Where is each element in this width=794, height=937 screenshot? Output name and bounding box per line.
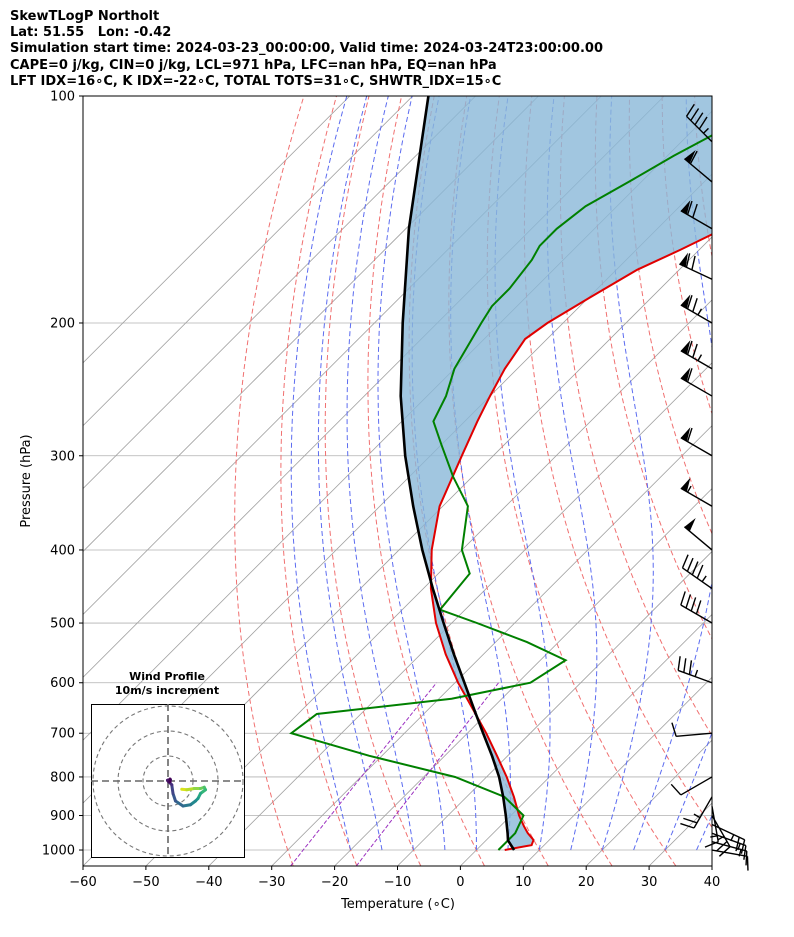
wind-barbs — [670, 103, 749, 871]
parcel-line — [399, 96, 516, 851]
isotherm-line — [83, 96, 413, 427]
y-tick-label: 600 — [50, 676, 75, 691]
dry-adiabat-line — [760, 96, 794, 866]
y-tick-label: 1000 — [42, 844, 75, 859]
dry-adiabat-line — [367, 96, 485, 866]
x-tick-label: 40 — [704, 875, 721, 890]
x-tick-label: 30 — [641, 875, 658, 890]
wind-barb — [680, 367, 713, 397]
moist-adiabat-line — [290, 96, 352, 851]
wind-barb — [677, 656, 713, 684]
isotherm-line — [83, 96, 351, 364]
dewpoint-line — [289, 134, 712, 851]
moist-adiabat-line — [728, 96, 794, 850]
wind-barb — [680, 796, 713, 829]
moist-adiabat-line — [377, 96, 446, 851]
indices-text: LFT IDX=16∘C, K IDX=-22∘C, TOTAL TOTS=31… — [10, 74, 502, 89]
cin-shading — [400, 96, 712, 850]
wind-barb — [704, 806, 719, 848]
hodograph-title-text: Wind Profile — [129, 670, 205, 683]
moist-adiabat-line — [546, 96, 598, 851]
dry-adiabat-line — [234, 96, 305, 866]
wind-barb — [711, 849, 749, 871]
dry-adiabat-line — [661, 96, 712, 416]
wind-barb — [680, 591, 713, 624]
isotherm-line — [334, 488, 712, 866]
y-tick-label: 400 — [50, 543, 75, 558]
wind-barb — [711, 823, 746, 854]
dry-adiabat-line — [280, 96, 358, 866]
hodograph-segment — [174, 799, 185, 808]
x-axis-label: Temperature (∘C) — [340, 897, 455, 912]
moist-adiabat-line — [346, 96, 414, 851]
x-tick-label: −60 — [69, 875, 96, 890]
y-tick-label: 700 — [50, 727, 75, 742]
x-tick-label: 20 — [578, 875, 595, 890]
isotherm-line — [711, 865, 712, 866]
cape-text: CAPE=0 j/kg, CIN=0 j/kg, LCL=971 hPa, LF… — [10, 58, 497, 73]
x-tick-label: −50 — [132, 875, 159, 890]
wind-barb — [680, 427, 713, 457]
y-tick-label: 300 — [50, 449, 75, 464]
isotherm-line — [523, 676, 712, 866]
mixing-ratio-line — [290, 682, 437, 866]
x-tick-label: 0 — [456, 875, 464, 890]
dry-adiabat-line — [324, 96, 422, 866]
x-tick-label: −40 — [195, 875, 222, 890]
hodograph-subtitle-text: 10m/s increment — [114, 684, 220, 697]
wind-barb — [680, 340, 713, 370]
mixing-ratio-line — [355, 682, 499, 866]
x-tick-label: −30 — [258, 875, 285, 890]
wind-barb — [680, 294, 713, 324]
hodograph-title: Wind Profile 10m/s increment — [90, 670, 244, 698]
wind-barb — [670, 776, 713, 796]
moist-adiabat-line — [494, 96, 551, 851]
x-tick-label: −20 — [321, 875, 348, 890]
isotherm-line — [460, 613, 712, 866]
dry-adiabat-line — [559, 96, 712, 737]
isotherm-line — [397, 550, 712, 866]
wind-barb — [680, 200, 713, 230]
hodograph — [91, 704, 245, 858]
moist-adiabat-line — [317, 96, 383, 851]
wind-barb — [681, 554, 713, 590]
dry-adiabat-line — [486, 96, 677, 866]
isotherm-line — [83, 96, 476, 490]
y-axis-label: Pressure (hPa) — [19, 434, 34, 527]
wind-barb — [683, 149, 713, 183]
axes: −60 −50 −40 −30 −20 −10 0 10 20 30 40 1000 900 800 700… — [42, 90, 720, 891]
dry-adiabat-line — [523, 96, 712, 829]
dry-adiabat-line — [594, 96, 712, 640]
wind-barb — [671, 722, 713, 738]
temperature-line — [429, 233, 712, 851]
y-tick-label: 100 — [50, 90, 75, 105]
moist-adiabat-line — [664, 731, 712, 851]
wind-barb — [680, 477, 713, 507]
x-tick-label: −10 — [384, 875, 411, 890]
wind-barb — [685, 103, 713, 143]
dry-adiabat-line — [727, 96, 794, 866]
y-tick-label: 800 — [50, 770, 75, 785]
wind-barb — [683, 518, 713, 551]
wind-barb — [679, 252, 713, 280]
location-text: Lat: 51.55 Lon: -0.42 — [10, 25, 172, 40]
moist-adiabat-line — [601, 96, 654, 851]
chart-title: SkewTLogP Northolt — [10, 9, 160, 24]
x-tick-label: 10 — [515, 875, 532, 890]
isotherm-line — [145, 299, 712, 866]
isotherm-line — [208, 362, 712, 866]
y-tick-label: 200 — [50, 316, 75, 331]
isotherm-line — [271, 425, 712, 866]
moist-adiabat-line — [633, 96, 712, 851]
time-text: Simulation start time: 2024-03-23_00:00:… — [10, 41, 603, 56]
profile-lines — [289, 96, 712, 851]
y-tick-label: 500 — [50, 617, 75, 632]
y-tick-label: 900 — [50, 809, 75, 824]
